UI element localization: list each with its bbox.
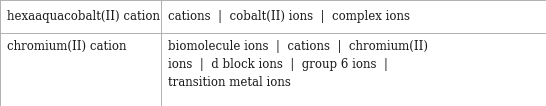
Text: hexaaquacobalt(II) cation: hexaaquacobalt(II) cation	[7, 10, 159, 23]
Text: chromium(II) cation: chromium(II) cation	[7, 40, 126, 53]
Text: cations  |  cobalt(II) ions  |  complex ions: cations | cobalt(II) ions | complex ions	[168, 10, 410, 23]
Text: biomolecule ions  |  cations  |  chromium(II)
ions  |  d block ions  |  group 6 : biomolecule ions | cations | chromium(II…	[168, 40, 428, 89]
